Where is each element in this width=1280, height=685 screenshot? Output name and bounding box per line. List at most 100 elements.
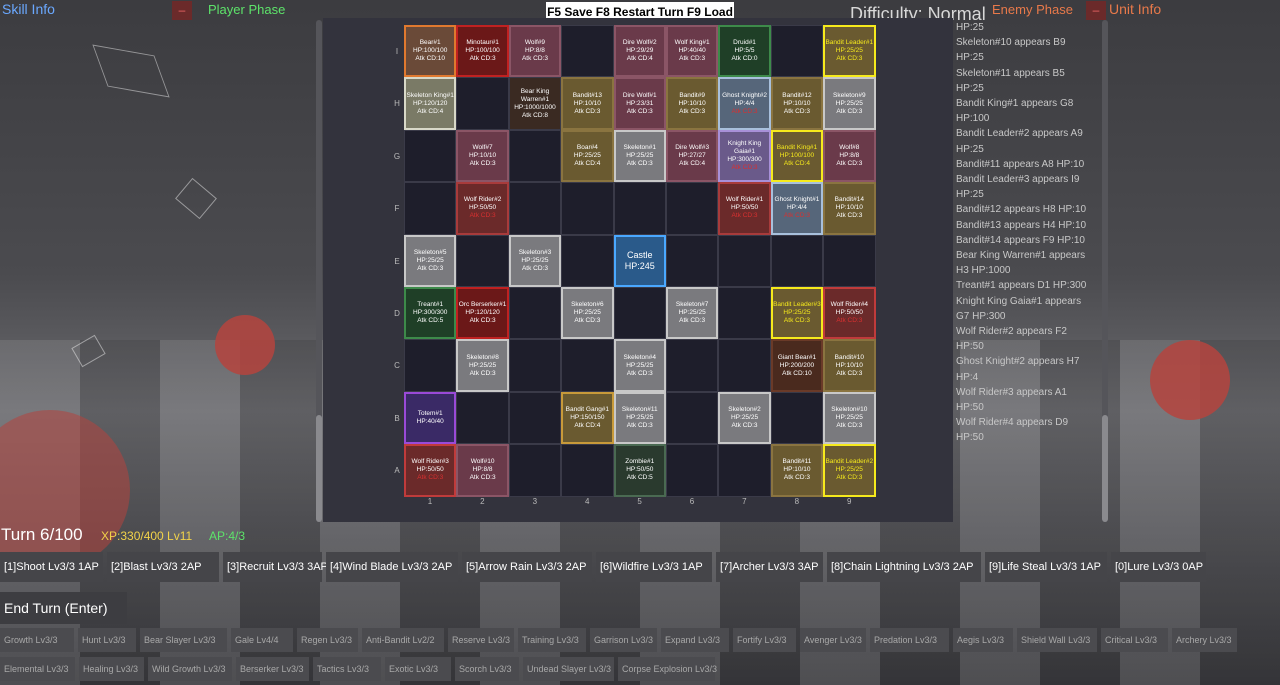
grid-cell-i7[interactable]: Druid#1 HP:5/5 Atk CD:0 bbox=[718, 25, 771, 78]
grid-cell-b9[interactable]: Skeleton#10 HP:25/25 Atk CD:3 bbox=[823, 391, 876, 445]
passive-skill[interactable]: Undead Slayer Lv3/3 bbox=[523, 657, 614, 681]
skill-button-4[interactable]: [4]Wind Blade Lv3/3 2AP bbox=[326, 552, 458, 582]
grid-cell-d1[interactable]: Treant#1 HP:300/300 Atk CD:5 bbox=[404, 286, 457, 340]
passive-skill[interactable]: Tactics Lv3/3 bbox=[313, 657, 381, 681]
grid-cell-f9[interactable]: Bandit#14 HP:10/10 Atk CD:3 bbox=[823, 182, 876, 235]
passive-skill[interactable]: Berserker Lv3/3 bbox=[236, 657, 309, 681]
passive-skill[interactable]: Healing Lv3/3 bbox=[79, 657, 144, 681]
minimize-skill-button[interactable]: – bbox=[172, 1, 192, 20]
skill-button-8[interactable]: [8]Chain Lightning Lv3/3 2AP bbox=[827, 552, 981, 582]
grid-cell-a1[interactable]: Wolf Rider#3 HP:50/50 Atk CD:3 bbox=[404, 444, 457, 497]
grid-cell-b4[interactable]: Bandit Gang#1 HP:150/150 Atk CD:4 bbox=[561, 391, 614, 445]
grid-cell-e4[interactable] bbox=[561, 234, 614, 287]
grid-cell-h5[interactable]: Dire Wolf#1 HP:23/31 Atk CD:3 bbox=[613, 77, 666, 130]
grid-cell-a5[interactable]: Zombie#1 HP:50/50 Atk CD:5 bbox=[613, 444, 666, 497]
passive-skill[interactable]: Archery Lv3/3 bbox=[1172, 628, 1237, 652]
grid-cell-e2[interactable] bbox=[456, 234, 509, 287]
grid-cell-b3[interactable] bbox=[508, 391, 562, 445]
grid-cell-i2[interactable]: Minotaur#1 HP:100/100 Atk CD:3 bbox=[456, 25, 509, 78]
left-scrollbar-thumb[interactable] bbox=[316, 415, 322, 522]
passive-skill[interactable]: Bear Slayer Lv3/3 bbox=[140, 628, 227, 652]
passive-skill[interactable]: Regen Lv3/3 bbox=[297, 628, 358, 652]
grid-cell-g4[interactable]: Boar#4 HP:25/25 Atk CD:4 bbox=[561, 129, 614, 183]
skill-button-0[interactable]: [0]Lure Lv3/3 0AP bbox=[1111, 552, 1206, 582]
grid-cell-d5[interactable] bbox=[613, 286, 666, 340]
skill-button-1[interactable]: [1]Shoot Lv3/3 1AP bbox=[0, 552, 103, 582]
grid-cell-h7[interactable]: Ghost Knight#2 HP:4/4 Atk CD:3 bbox=[718, 77, 771, 130]
grid-cell-g2[interactable]: Wolf#7 HP:10/10 Atk CD:3 bbox=[456, 129, 509, 183]
skill-button-9[interactable]: [9]Life Steal Lv3/3 1AP bbox=[985, 552, 1107, 582]
passive-skill[interactable]: Gale Lv4/4 bbox=[231, 628, 293, 652]
grid-cell-h4[interactable]: Bandit#13 HP:10/10 Atk CD:3 bbox=[561, 77, 614, 130]
skill-button-3[interactable]: [3]Recruit Lv3/3 3AP bbox=[223, 552, 328, 582]
grid-cell-i3[interactable]: Wolf#9 HP:8/8 Atk CD:3 bbox=[508, 25, 562, 78]
grid-cell-e9[interactable] bbox=[823, 234, 876, 287]
grid-cell-c1[interactable] bbox=[404, 339, 457, 392]
grid-cell-c5[interactable]: Skeleton#4 HP:25/25 Atk CD:3 bbox=[613, 339, 666, 392]
grid-cell-d9[interactable]: Wolf Rider#4 HP:50/50 Atk CD:3 bbox=[823, 286, 876, 340]
passive-skill[interactable]: Fortify Lv3/3 bbox=[733, 628, 796, 652]
passive-skill[interactable]: Hunt Lv3/3 bbox=[78, 628, 136, 652]
grid-cell-f7[interactable]: Wolf Rider#1 HP:50/50 Atk CD:3 bbox=[718, 182, 771, 235]
passive-skill[interactable]: Garrison Lv3/3 bbox=[590, 628, 657, 652]
left-scrollbar[interactable] bbox=[316, 20, 322, 522]
passive-skill[interactable]: Elemental Lv3/3 bbox=[0, 657, 75, 681]
grid-cell-a2[interactable]: Wolf#10 HP:8/8 Atk CD:3 bbox=[456, 444, 509, 497]
grid-cell-h9[interactable]: Skeleton#9 HP:25/25 Atk CD:3 bbox=[823, 77, 876, 130]
grid-cell-c9[interactable]: Bandit#10 HP:10/10 Atk CD:3 bbox=[823, 339, 876, 392]
grid-cell-h8[interactable]: Bandit#12 HP:10/10 Atk CD:3 bbox=[770, 77, 824, 130]
passive-skill[interactable]: Scorch Lv3/3 bbox=[455, 657, 519, 681]
grid-cell-c7[interactable] bbox=[718, 339, 771, 392]
skill-button-5[interactable]: [5]Arrow Rain Lv3/3 2AP bbox=[462, 552, 592, 582]
grid-cell-b7[interactable]: Skeleton#2 HP:25/25 Atk CD:3 bbox=[718, 391, 771, 445]
passive-skill[interactable]: Predation Lv3/3 bbox=[870, 628, 949, 652]
end-turn-button[interactable]: End Turn (Enter) bbox=[0, 592, 127, 624]
grid-cell-g3[interactable] bbox=[508, 129, 562, 183]
grid-cell-e5[interactable]: Castle HP:245 bbox=[613, 234, 666, 287]
grid-cell-f8[interactable]: Ghost Knight#1 HP:4/4 Atk CD:3 bbox=[770, 182, 824, 235]
passive-skill[interactable]: Shield Wall Lv3/3 bbox=[1017, 628, 1097, 652]
passive-skill[interactable]: Expand Lv3/3 bbox=[661, 628, 729, 652]
grid-cell-g8[interactable]: Bandit King#1 HP:100/100 Atk CD:4 bbox=[770, 129, 824, 183]
grid-cell-g7[interactable]: Knight King Gaia#1 HP:300/300 Atk CD:3 bbox=[718, 129, 771, 183]
grid-cell-h6[interactable]: Bandit#9 HP:10/10 Atk CD:3 bbox=[665, 77, 719, 130]
minimize-unit-button[interactable]: – bbox=[1086, 1, 1106, 20]
grid-cell-h2[interactable] bbox=[456, 77, 509, 130]
unit-info-tab[interactable]: Unit Info bbox=[1109, 1, 1162, 17]
grid-cell-i8[interactable] bbox=[770, 25, 824, 78]
grid-cell-i4[interactable] bbox=[561, 25, 614, 78]
grid-cell-i9[interactable]: Bandit Leader#1 HP:25/25 Atk CD:3 bbox=[823, 25, 876, 78]
grid-cell-g6[interactable]: Dire Wolf#3 HP:27/27 Atk CD:4 bbox=[665, 129, 719, 183]
grid-cell-f2[interactable]: Wolf Rider#2 HP:50/50 Atk CD:3 bbox=[456, 182, 509, 235]
grid-cell-a6[interactable] bbox=[665, 444, 719, 497]
grid-cell-h3[interactable]: Bear King Warren#1 HP:1000/1000 Atk CD:8 bbox=[508, 77, 562, 130]
grid-cell-c4[interactable] bbox=[561, 339, 614, 392]
grid-cell-g5[interactable]: Skeleton#1 HP:25/25 Atk CD:3 bbox=[613, 129, 666, 183]
skill-button-7[interactable]: [7]Archer Lv3/3 3AP bbox=[716, 552, 823, 582]
grid-cell-d4[interactable]: Skeleton#6 HP:25/25 Atk CD:3 bbox=[561, 286, 614, 340]
grid-cell-a3[interactable] bbox=[508, 444, 562, 497]
grid-cell-e6[interactable] bbox=[665, 234, 719, 287]
grid-cell-d7[interactable] bbox=[718, 286, 771, 340]
grid-cell-f5[interactable] bbox=[613, 182, 666, 235]
grid-cell-d8[interactable]: Bandit Leader#3 HP:25/25 Atk CD:3 bbox=[770, 286, 824, 340]
grid-cell-e3[interactable]: Skeleton#3 HP:25/25 Atk CD:3 bbox=[508, 234, 562, 287]
grid-cell-c2[interactable]: Skeleton#8 HP:25/25 Atk CD:3 bbox=[456, 339, 509, 392]
passive-skill[interactable]: Training Lv3/3 bbox=[518, 628, 586, 652]
grid-cell-b2[interactable] bbox=[456, 391, 509, 445]
passive-skill[interactable]: Corpse Explosion Lv3/3 bbox=[618, 657, 717, 681]
skill-info-tab[interactable]: Skill Info bbox=[2, 1, 55, 17]
grid-cell-h1[interactable]: Skeleton King#1 HP:120/120 Atk CD:4 bbox=[404, 77, 457, 130]
passive-skill[interactable]: Exotic Lv3/3 bbox=[385, 657, 451, 681]
grid-cell-i5[interactable]: Dire Wolf#2 HP:29/29 Atk CD:4 bbox=[613, 25, 666, 78]
grid-cell-e8[interactable] bbox=[770, 234, 824, 287]
passive-skill[interactable]: Critical Lv3/3 bbox=[1101, 628, 1168, 652]
grid-cell-a7[interactable] bbox=[718, 444, 771, 497]
grid-cell-d2[interactable]: Orc Berserker#1 HP:120/120 Atk CD:3 bbox=[456, 286, 509, 340]
grid-cell-f6[interactable] bbox=[665, 182, 719, 235]
grid-cell-d3[interactable] bbox=[508, 286, 562, 340]
passive-skill[interactable]: Aegis Lv3/3 bbox=[953, 628, 1013, 652]
grid-cell-e1[interactable]: Skeleton#5 HP:25/25 Atk CD:3 bbox=[404, 234, 457, 287]
game-grid[interactable]: Bear#1 HP:100/100 Atk CD:10 Minotaur#1 HP:10… bbox=[404, 25, 876, 497]
grid-cell-c6[interactable] bbox=[665, 339, 719, 392]
